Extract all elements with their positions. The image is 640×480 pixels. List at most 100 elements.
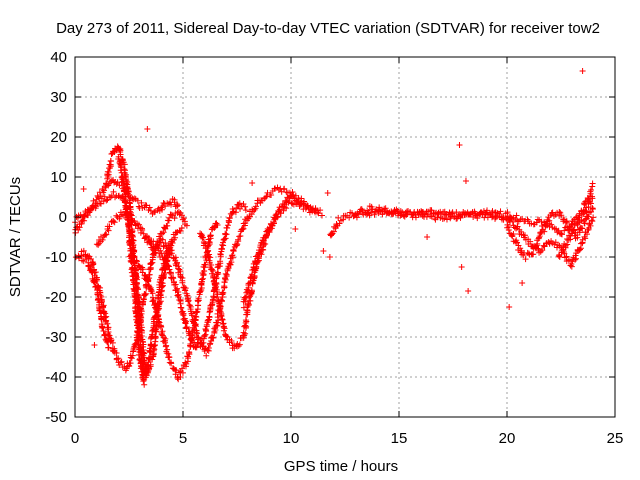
ticks [74,56,616,418]
data-point [203,352,210,359]
data-point [179,277,186,284]
data-point [137,229,144,236]
data-point [527,238,534,245]
data-point [146,204,153,211]
data-point [175,208,182,215]
data-point [268,221,275,228]
data-point [214,322,221,329]
data-point [160,334,167,341]
chart-title: Day 273 of 2011, Sidereal Day-to-day VTE… [56,20,600,37]
data-point [511,224,518,231]
data-point [148,342,155,349]
data-point [262,240,269,247]
data-point [106,223,113,230]
data-point [175,263,182,270]
data-point [507,214,514,221]
data-point [138,363,145,370]
data-point [283,205,290,212]
data-point [182,320,189,327]
data-point [581,220,588,227]
data-point [174,201,181,208]
data-point [233,204,240,211]
data-point [217,251,224,258]
data-point [300,200,307,207]
data-point [103,197,110,204]
data-point [164,262,171,269]
data-point [150,297,157,304]
data-point [576,246,583,253]
data-point [346,214,353,221]
data-point [376,207,383,214]
y-tick-label: 20 [50,129,67,146]
data-point [164,346,171,353]
data-point [242,207,249,214]
data-point [142,290,149,297]
data-point [568,263,575,270]
data-point [589,193,596,200]
data-point [215,297,222,304]
data-point [480,208,487,215]
data-point [497,208,504,215]
data-point [471,208,478,215]
plot-frame [74,56,616,418]
data-point [375,210,382,217]
data-point [578,217,585,224]
data-point [172,254,179,261]
data-point [88,204,95,211]
data-point [101,332,108,339]
data-point [135,221,142,228]
data-point [525,218,532,225]
data-point [368,209,375,216]
data-point [168,211,175,218]
data-point [567,233,574,240]
data-point [148,286,155,293]
data-point [202,325,209,332]
data-point [174,374,181,381]
data-point [83,256,90,263]
data-point [583,208,590,215]
data-point [156,319,163,326]
data-point [162,225,169,232]
data-point [99,236,106,243]
data-point [91,279,98,286]
y-tick-label: -20 [45,289,67,306]
data-point [280,207,287,214]
data-point [206,239,213,246]
data-point [530,251,537,258]
data-point [89,269,96,276]
data-point [195,295,202,302]
data-point [242,330,249,337]
data-point [253,260,260,267]
data-point [110,218,117,225]
data-point [235,236,242,243]
track-sat-4 [126,220,220,383]
data-point [546,217,553,224]
data-point [166,354,173,361]
data-point [100,302,107,309]
data-point [281,185,288,192]
data-point [230,248,237,255]
data-point [235,201,242,208]
data-point [270,218,277,225]
data-point [95,194,102,201]
data-point [541,228,548,235]
data-point [126,230,133,237]
outlier-point [320,248,327,254]
data-point [412,214,419,221]
data-point [584,231,591,238]
data-point [222,276,229,283]
y-tick-label: 40 [50,49,67,66]
track-sat-16 [555,193,596,261]
data-point [484,207,491,214]
data-point [177,300,184,307]
y-tick-label: 10 [50,169,67,186]
data-point [371,211,378,218]
x-axis-label: GPS time / hours [284,458,398,475]
data-point [202,327,209,334]
data-point [153,308,160,315]
data-point [146,345,153,352]
data-point [514,223,521,230]
data-point [205,317,212,324]
data-point [108,337,115,344]
data-point [403,211,410,218]
